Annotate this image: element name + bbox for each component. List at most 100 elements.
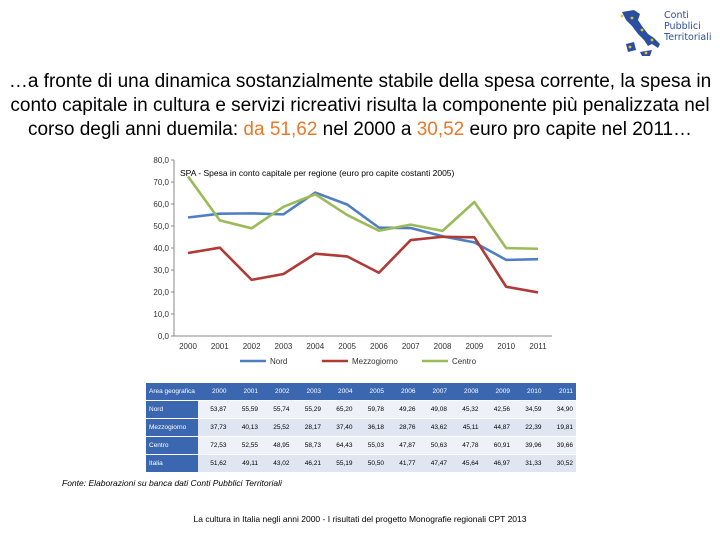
table-row-label: Italia — [146, 454, 198, 473]
y-tick-label: 10,0 — [153, 310, 169, 319]
table-header-row: Area geografica 2000 2001 2002 2003 2004 2005… — [146, 383, 576, 401]
x-tick-label: 2010 — [497, 342, 515, 351]
table-cell: 47,87 — [387, 436, 419, 455]
table-cell: 25,52 — [261, 418, 293, 437]
table-cell: 60,91 — [481, 436, 513, 455]
series-line-mezzogiorno — [187, 235, 539, 294]
headline-highlight-1: da 51,62 — [243, 119, 318, 140]
table-cell: 53,87 — [198, 400, 230, 419]
table-cell: 34,59 — [513, 400, 545, 419]
table-cell: 30,52 — [544, 454, 576, 473]
table-row-label: Mezzogiorno — [146, 418, 198, 437]
y-tick-label: 70,0 — [153, 178, 169, 187]
table-cell: 34,90 — [544, 400, 576, 419]
y-tick-label: 0,0 — [158, 332, 170, 341]
legend-label-nord: Nord — [270, 357, 287, 366]
table-cell: 46,97 — [481, 454, 513, 473]
italy-map-logo-icon — [620, 10, 660, 56]
table-header-year: 2007 — [418, 383, 450, 401]
x-tick-label: 2003 — [275, 342, 293, 351]
table-row: Nord 53,87 55,59 55,74 55,29 65,20 59,78 49,26 4… — [146, 400, 576, 419]
x-tick-label: 2009 — [465, 342, 483, 351]
table-cell: 37,73 — [198, 418, 230, 437]
table-cell: 22,39 — [513, 418, 545, 437]
x-tick-label: 2006 — [370, 342, 388, 351]
table-cell: 45,32 — [450, 400, 482, 419]
table-cell: 49,11 — [229, 454, 261, 473]
legend-label-mezzogiorno: Mezzogiorno — [352, 357, 398, 366]
table-cell: 28,76 — [387, 418, 419, 437]
table-cell: 65,20 — [324, 400, 356, 419]
table-row: Mezzogiorno 37,73 40,13 25,52 28,17 37,40 36,1… — [146, 418, 576, 437]
table-header-year: 2008 — [450, 383, 482, 401]
source-note: Fonte: Elaborazioni su banca dati Conti … — [62, 478, 282, 488]
table-header-year: 2004 — [324, 383, 356, 401]
y-tick-label: 30,0 — [153, 266, 169, 275]
table-header-year: 2002 — [261, 383, 293, 401]
y-tick-label: 80,0 — [153, 156, 169, 165]
y-tick-label: 50,0 — [153, 222, 169, 231]
table-cell: 48,95 — [261, 436, 293, 455]
table-cell: 50,50 — [355, 454, 387, 473]
table-header-year: 2000 — [198, 383, 230, 401]
table-cell: 46,21 — [292, 454, 324, 473]
table-cell: 41,77 — [387, 454, 419, 473]
headline-highlight-2: 30,52 — [416, 119, 465, 140]
table-cell: 49,26 — [387, 400, 419, 419]
x-tick-label: 2001 — [211, 342, 229, 351]
table-cell: 47,47 — [418, 454, 450, 473]
table-cell: 19,81 — [544, 418, 576, 437]
table-cell: 44,87 — [481, 418, 513, 437]
x-tick-label: 2004 — [306, 342, 324, 351]
table-cell: 64,43 — [324, 436, 356, 455]
series-line-centro — [186, 175, 539, 251]
table-cell: 58,73 — [292, 436, 324, 455]
y-tick-label: 60,0 — [153, 200, 169, 209]
table-cell: 50,63 — [418, 436, 450, 455]
data-table: Area geografica 2000 2001 2002 2003 2004 2005… — [146, 383, 576, 473]
table-cell: 55,59 — [229, 400, 261, 419]
table-cell: 59,78 — [355, 400, 387, 419]
table-cell: 55,19 — [324, 454, 356, 473]
table-cell: 40,13 — [229, 418, 261, 437]
chart-title: SPA - Spesa in conto capitale per region… — [180, 168, 455, 178]
table-cell: 39,96 — [513, 436, 545, 455]
table-cell: 45,64 — [450, 454, 482, 473]
table-cell: 45,11 — [450, 418, 482, 437]
table-cell: 39,66 — [544, 436, 576, 455]
table-cell: 55,29 — [292, 400, 324, 419]
table-cell: 52,55 — [229, 436, 261, 455]
table-cell: 37,40 — [324, 418, 356, 437]
logo-line-2: Pubblici — [664, 21, 701, 32]
table-cell: 55,03 — [355, 436, 387, 455]
table-cell: 49,08 — [418, 400, 450, 419]
x-tick-label: 2007 — [402, 342, 420, 351]
y-tick-label: 20,0 — [153, 288, 169, 297]
footer-text: La cultura in Italia negli anni 2000 - I… — [193, 514, 527, 524]
x-tick-label: 2011 — [529, 342, 547, 351]
table-cell: 55,74 — [261, 400, 293, 419]
table-cell: 36,18 — [355, 418, 387, 437]
table-cell: 51,62 — [198, 454, 230, 473]
logo-text: Conti Pubblici Territoriali — [664, 10, 712, 43]
table-header-year: 2005 — [355, 383, 387, 401]
table-header-year: 2001 — [229, 383, 261, 401]
x-tick-label: 2002 — [243, 342, 261, 351]
table-header-year: 2009 — [481, 383, 513, 401]
logo-line-3: Territoriali — [664, 32, 712, 43]
table-cell: 43,02 — [261, 454, 293, 473]
table-header-year: 2003 — [292, 383, 324, 401]
y-tick-label: 40,0 — [153, 244, 169, 253]
table-cell: 43,62 — [418, 418, 450, 437]
table-header-area: Area geografica — [146, 383, 198, 401]
table-cell: 72,53 — [198, 436, 230, 455]
table-cell: 31,33 — [513, 454, 545, 473]
table-cell: 28,17 — [292, 418, 324, 437]
x-tick-label: 2008 — [434, 342, 452, 351]
table-row: Italia 51,62 49,11 43,02 46,21 55,19 50,50 41,7… — [146, 454, 576, 473]
table-header-year: 2010 — [513, 383, 545, 401]
table-cell: 47,78 — [450, 436, 482, 455]
table-row: Centro 72,53 52,55 48,95 58,73 64,43 55,03 47,8… — [146, 436, 576, 455]
legend-label-centro: Centro — [452, 357, 477, 366]
table-row-label: Nord — [146, 400, 198, 419]
